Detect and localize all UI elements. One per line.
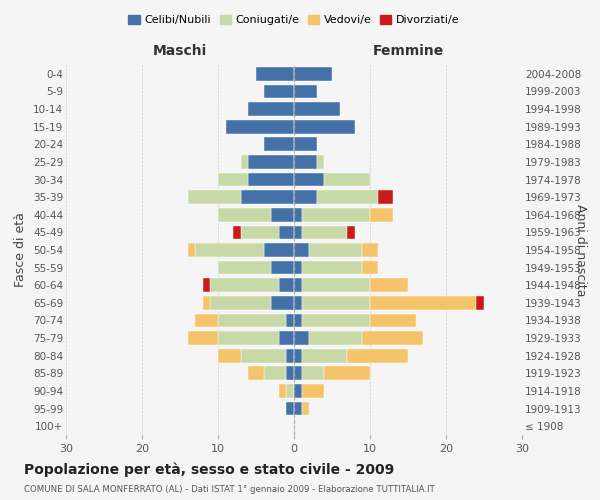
- Bar: [370, 314, 416, 328]
- Text: Maschi: Maschi: [153, 44, 207, 58]
- Bar: [241, 155, 248, 169]
- Bar: [248, 172, 294, 186]
- Bar: [294, 67, 332, 80]
- Y-axis label: Anni di nascita: Anni di nascita: [574, 204, 587, 296]
- Text: COMUNE DI SALA MONFERRATO (AL) - Dati ISTAT 1° gennaio 2009 - Elaborazione TUTTI: COMUNE DI SALA MONFERRATO (AL) - Dati IS…: [24, 485, 435, 494]
- Bar: [248, 155, 294, 169]
- Bar: [476, 296, 484, 310]
- Bar: [294, 102, 340, 116]
- Bar: [286, 366, 294, 380]
- Bar: [309, 243, 362, 257]
- Bar: [302, 208, 370, 222]
- Legend: Celibi/Nubili, Coniugati/e, Vedovi/e, Divorziati/e: Celibi/Nubili, Coniugati/e, Vedovi/e, Di…: [125, 12, 463, 28]
- Bar: [370, 296, 476, 310]
- Bar: [286, 384, 294, 398]
- Bar: [218, 208, 271, 222]
- Bar: [294, 296, 302, 310]
- Bar: [218, 331, 279, 345]
- Y-axis label: Fasce di età: Fasce di età: [14, 212, 28, 288]
- Bar: [279, 384, 286, 398]
- Bar: [218, 314, 286, 328]
- Bar: [271, 260, 294, 274]
- Bar: [279, 331, 294, 345]
- Bar: [317, 155, 325, 169]
- Bar: [294, 260, 302, 274]
- Bar: [362, 331, 423, 345]
- Bar: [370, 208, 393, 222]
- Bar: [271, 296, 294, 310]
- Text: Femmine: Femmine: [373, 44, 443, 58]
- Bar: [377, 190, 393, 204]
- Bar: [188, 243, 195, 257]
- Bar: [195, 314, 218, 328]
- Bar: [362, 243, 377, 257]
- Bar: [203, 278, 211, 292]
- Bar: [294, 190, 317, 204]
- Bar: [286, 349, 294, 362]
- Bar: [211, 296, 271, 310]
- Bar: [302, 260, 362, 274]
- Bar: [188, 190, 241, 204]
- Bar: [294, 120, 355, 134]
- Bar: [241, 226, 279, 239]
- Bar: [286, 402, 294, 415]
- Bar: [294, 349, 302, 362]
- Bar: [263, 366, 286, 380]
- Bar: [347, 349, 408, 362]
- Bar: [271, 208, 294, 222]
- Text: Popolazione per età, sesso e stato civile - 2009: Popolazione per età, sesso e stato civil…: [24, 462, 394, 477]
- Bar: [362, 260, 377, 274]
- Bar: [241, 349, 286, 362]
- Bar: [302, 349, 347, 362]
- Bar: [302, 366, 325, 380]
- Bar: [347, 226, 355, 239]
- Bar: [294, 155, 317, 169]
- Bar: [325, 172, 370, 186]
- Bar: [294, 331, 309, 345]
- Bar: [279, 278, 294, 292]
- Bar: [294, 314, 302, 328]
- Bar: [294, 172, 325, 186]
- Bar: [294, 243, 309, 257]
- Bar: [325, 366, 370, 380]
- Bar: [294, 138, 317, 151]
- Bar: [294, 84, 317, 98]
- Bar: [263, 84, 294, 98]
- Bar: [302, 384, 325, 398]
- Bar: [248, 366, 263, 380]
- Bar: [218, 349, 241, 362]
- Bar: [294, 384, 302, 398]
- Bar: [294, 366, 302, 380]
- Bar: [302, 314, 370, 328]
- Bar: [294, 208, 302, 222]
- Bar: [370, 278, 408, 292]
- Bar: [279, 226, 294, 239]
- Bar: [302, 402, 309, 415]
- Bar: [317, 190, 377, 204]
- Bar: [302, 278, 370, 292]
- Bar: [294, 226, 302, 239]
- Bar: [211, 278, 279, 292]
- Bar: [256, 67, 294, 80]
- Bar: [233, 226, 241, 239]
- Bar: [302, 226, 347, 239]
- Bar: [226, 120, 294, 134]
- Bar: [203, 296, 211, 310]
- Bar: [302, 296, 370, 310]
- Bar: [263, 243, 294, 257]
- Bar: [309, 331, 362, 345]
- Bar: [218, 260, 271, 274]
- Bar: [248, 102, 294, 116]
- Bar: [188, 331, 218, 345]
- Bar: [241, 190, 294, 204]
- Bar: [195, 243, 263, 257]
- Bar: [286, 314, 294, 328]
- Bar: [294, 278, 302, 292]
- Bar: [294, 402, 302, 415]
- Bar: [263, 138, 294, 151]
- Bar: [218, 172, 248, 186]
